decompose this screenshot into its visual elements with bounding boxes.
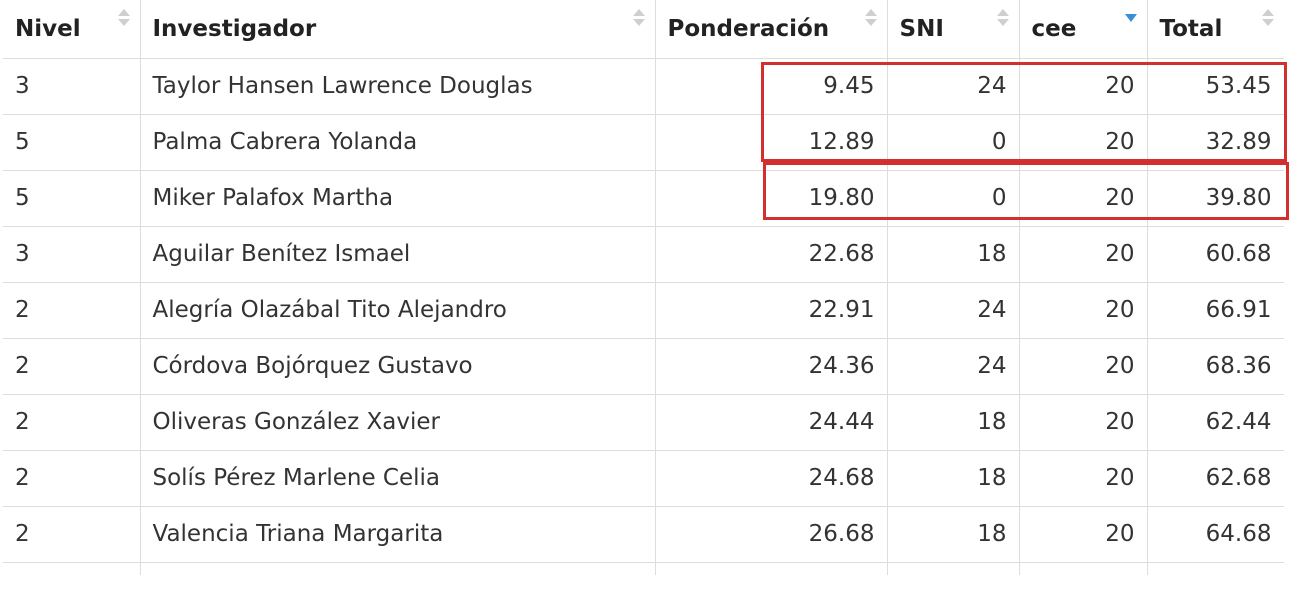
data-table-container: Nivel Investigador Ponderación SNI cee bbox=[3, 0, 1284, 575]
cell-cee: 20 bbox=[1019, 58, 1148, 115]
column-header-sni[interactable]: SNI bbox=[887, 0, 1020, 59]
sort-both-icon[interactable] bbox=[632, 9, 645, 31]
column-header-label: Total bbox=[1159, 15, 1223, 42]
column-header-ponderacion[interactable]: Ponderación bbox=[655, 0, 888, 59]
cell-ponderacion: 24.68 bbox=[655, 450, 888, 507]
column-header-label: Investigador bbox=[152, 15, 317, 42]
column-header-investigador[interactable]: Investigador bbox=[140, 0, 656, 59]
cell-cee: 20 bbox=[1019, 282, 1148, 339]
cell-cee: 20 bbox=[1019, 338, 1148, 395]
table-row[interactable]: 2 Valencia Triana Margarita 26.68 18 20 … bbox=[3, 506, 1284, 563]
table-row[interactable]: 2 Solís Pérez Marlene Celia 24.68 18 20 … bbox=[3, 450, 1284, 507]
column-header-label: Ponderación bbox=[667, 15, 830, 42]
cell-investigador: Solís Pérez Marlene Celia bbox=[140, 450, 656, 507]
cell-total: 66.91 bbox=[1147, 282, 1284, 339]
sort-both-icon[interactable] bbox=[1261, 9, 1274, 31]
cell-ponderacion: 12.89 bbox=[655, 114, 888, 171]
cell-investigador: Palma Cabrera Yolanda bbox=[140, 114, 656, 171]
cell-ponderacion: 24.36 bbox=[655, 338, 888, 395]
table-header: Nivel Investigador Ponderación SNI cee bbox=[3, 0, 1284, 59]
cell-sni: 0 bbox=[887, 114, 1020, 171]
table-row-partial bbox=[3, 562, 1284, 575]
sort-both-icon[interactable] bbox=[864, 9, 877, 31]
cell-empty bbox=[3, 562, 141, 575]
cell-sni: 18 bbox=[887, 226, 1020, 283]
cell-total: 32.89 bbox=[1147, 114, 1284, 171]
sort-both-icon[interactable] bbox=[117, 9, 130, 31]
column-header-cee[interactable]: cee bbox=[1019, 0, 1148, 59]
cell-total: 39.80 bbox=[1147, 170, 1284, 227]
cell-nivel: 3 bbox=[3, 58, 141, 115]
cell-nivel: 2 bbox=[3, 450, 141, 507]
table-row[interactable]: 2 Oliveras González Xavier 24.44 18 20 6… bbox=[3, 394, 1284, 451]
cell-empty bbox=[1147, 562, 1284, 575]
cell-cee: 20 bbox=[1019, 394, 1148, 451]
cell-total: 60.68 bbox=[1147, 226, 1284, 283]
cell-sni: 0 bbox=[887, 170, 1020, 227]
cell-ponderacion: 9.45 bbox=[655, 58, 888, 115]
cell-total: 64.68 bbox=[1147, 506, 1284, 563]
table-row[interactable]: 3 Taylor Hansen Lawrence Douglas 9.45 24… bbox=[3, 58, 1284, 115]
cell-investigador: Aguilar Benítez Ismael bbox=[140, 226, 656, 283]
cell-investigador: Córdova Bojórquez Gustavo bbox=[140, 338, 656, 395]
cell-total: 53.45 bbox=[1147, 58, 1284, 115]
table-row[interactable]: 2 Córdova Bojórquez Gustavo 24.36 24 20 … bbox=[3, 338, 1284, 395]
cell-empty bbox=[1019, 562, 1148, 575]
cell-nivel: 2 bbox=[3, 394, 141, 451]
cell-nivel: 2 bbox=[3, 282, 141, 339]
cell-empty bbox=[887, 562, 1020, 575]
column-header-label: cee bbox=[1031, 15, 1077, 42]
cell-sni: 24 bbox=[887, 338, 1020, 395]
cell-empty bbox=[655, 562, 888, 575]
cell-sni: 18 bbox=[887, 450, 1020, 507]
cell-empty bbox=[140, 562, 656, 575]
cell-sni: 24 bbox=[887, 58, 1020, 115]
cell-investigador: Alegría Olazábal Tito Alejandro bbox=[140, 282, 656, 339]
header-row: Nivel Investigador Ponderación SNI cee bbox=[3, 0, 1284, 59]
cell-investigador: Oliveras González Xavier bbox=[140, 394, 656, 451]
cell-ponderacion: 22.68 bbox=[655, 226, 888, 283]
cell-nivel: 3 bbox=[3, 226, 141, 283]
cell-ponderacion: 24.44 bbox=[655, 394, 888, 451]
cell-total: 68.36 bbox=[1147, 338, 1284, 395]
sort-descending-icon[interactable] bbox=[1124, 9, 1137, 31]
cell-sni: 24 bbox=[887, 282, 1020, 339]
table-body: 3 Taylor Hansen Lawrence Douglas 9.45 24… bbox=[3, 58, 1284, 575]
researchers-table: Nivel Investigador Ponderación SNI cee bbox=[3, 0, 1284, 575]
cell-nivel: 2 bbox=[3, 338, 141, 395]
cell-total: 62.68 bbox=[1147, 450, 1284, 507]
cell-sni: 18 bbox=[887, 394, 1020, 451]
cell-cee: 20 bbox=[1019, 114, 1148, 171]
column-header-label: SNI bbox=[899, 15, 944, 42]
cell-nivel: 5 bbox=[3, 114, 141, 171]
cell-cee: 20 bbox=[1019, 170, 1148, 227]
column-header-label: Nivel bbox=[15, 15, 81, 42]
cell-total: 62.44 bbox=[1147, 394, 1284, 451]
column-header-nivel[interactable]: Nivel bbox=[3, 0, 141, 59]
cell-ponderacion: 26.68 bbox=[655, 506, 888, 563]
cell-investigador: Taylor Hansen Lawrence Douglas bbox=[140, 58, 656, 115]
cell-nivel: 2 bbox=[3, 506, 141, 563]
table-row[interactable]: 5 Palma Cabrera Yolanda 12.89 0 20 32.89 bbox=[3, 114, 1284, 171]
cell-cee: 20 bbox=[1019, 226, 1148, 283]
cell-cee: 20 bbox=[1019, 450, 1148, 507]
cell-ponderacion: 22.91 bbox=[655, 282, 888, 339]
table-row[interactable]: 3 Aguilar Benítez Ismael 22.68 18 20 60.… bbox=[3, 226, 1284, 283]
cell-investigador: Valencia Triana Margarita bbox=[140, 506, 656, 563]
table-row[interactable]: 5 Miker Palafox Martha 19.80 0 20 39.80 bbox=[3, 170, 1284, 227]
cell-ponderacion: 19.80 bbox=[655, 170, 888, 227]
table-row[interactable]: 2 Alegría Olazábal Tito Alejandro 22.91 … bbox=[3, 282, 1284, 339]
column-header-total[interactable]: Total bbox=[1147, 0, 1284, 59]
cell-sni: 18 bbox=[887, 506, 1020, 563]
cell-investigador: Miker Palafox Martha bbox=[140, 170, 656, 227]
sort-both-icon[interactable] bbox=[996, 9, 1009, 31]
cell-cee: 20 bbox=[1019, 506, 1148, 563]
cell-nivel: 5 bbox=[3, 170, 141, 227]
